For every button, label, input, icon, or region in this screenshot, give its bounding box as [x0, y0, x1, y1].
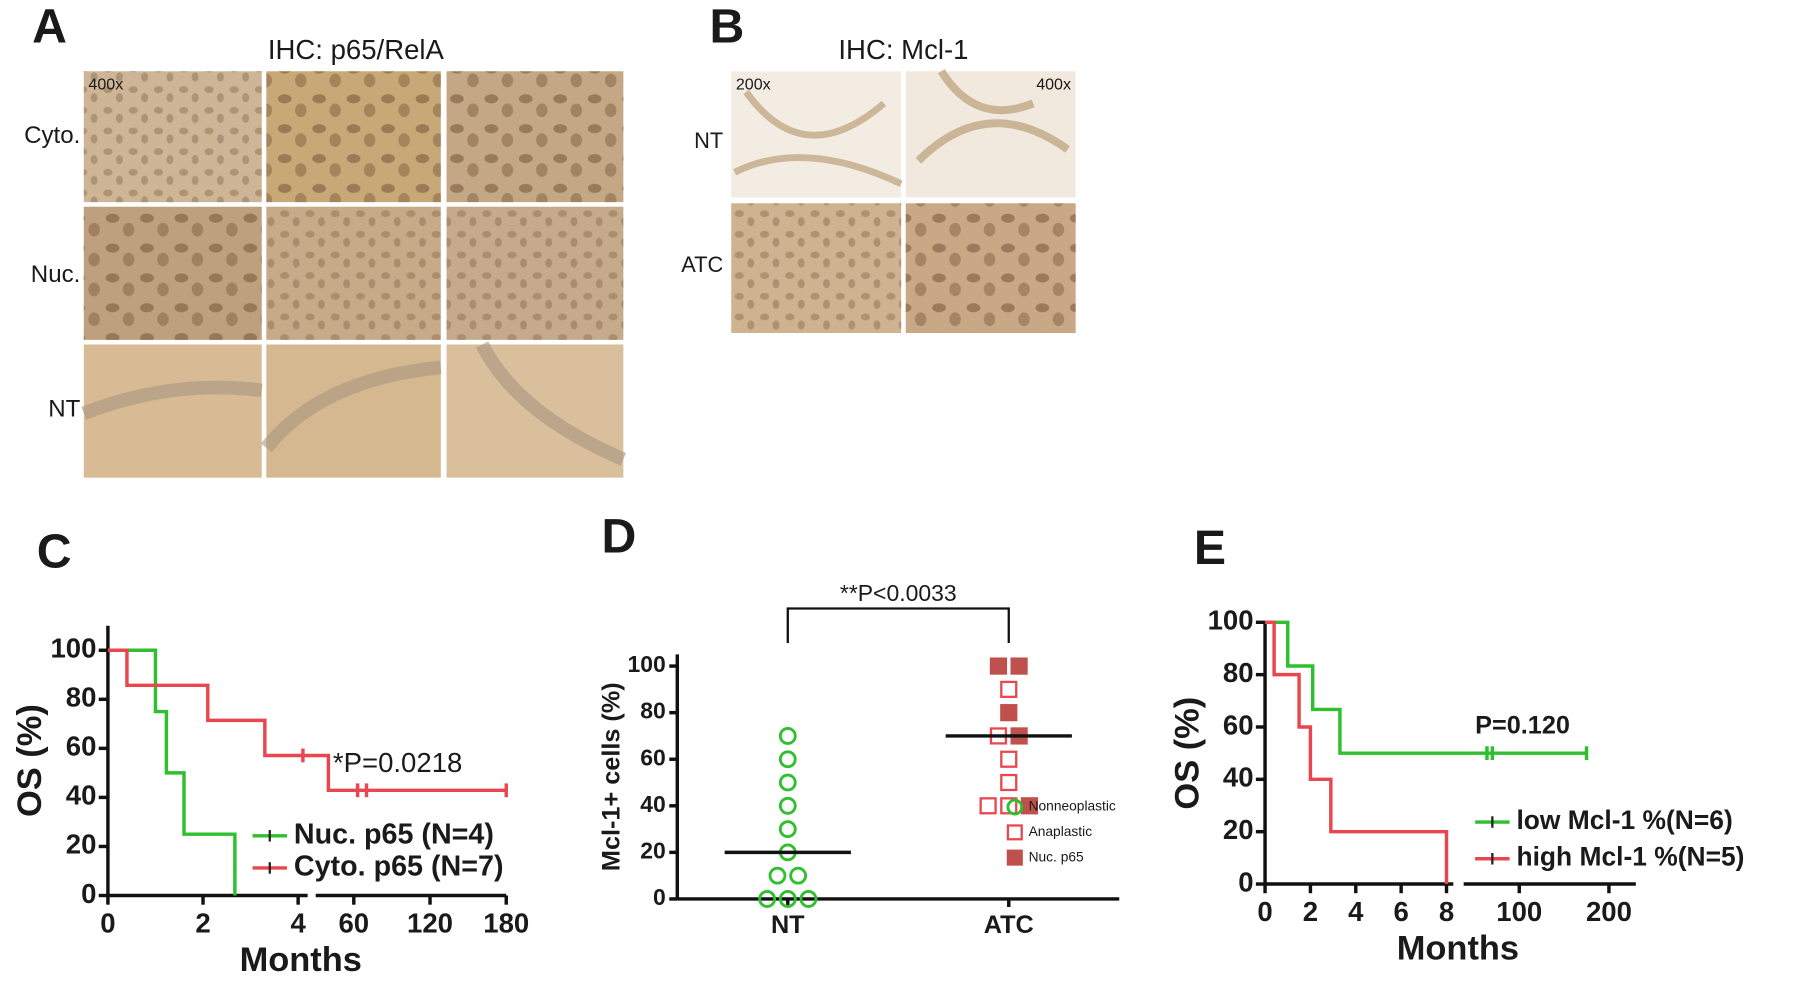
legend-marker [1006, 798, 1024, 816]
y-tick-label: 40 [1223, 762, 1254, 793]
legend-label: Cyto. p65 (N=7) [294, 851, 504, 883]
y-tick-label: 20 [1223, 814, 1254, 845]
y-tick-label: 100 [50, 633, 96, 664]
x-tick-label: 0 [100, 908, 115, 939]
y-axis-label: OS (%) [11, 704, 49, 817]
x-tick-label: 180 [483, 908, 529, 939]
row-label: Cyto. [24, 122, 80, 149]
data-point [989, 657, 1008, 675]
y-axis-label: OS (%) [1168, 697, 1206, 810]
legend-label: Anaplastic [1029, 824, 1093, 839]
data-point [979, 797, 997, 815]
data-point [1010, 657, 1028, 675]
y-tick-label: 40 [640, 791, 666, 817]
data-point [778, 820, 797, 838]
panel-label: D [602, 509, 637, 563]
x-tick-label: 2 [195, 908, 210, 939]
x-tick-label: 4 [290, 908, 306, 939]
legend-marker [1006, 849, 1023, 866]
magnification: 200x [736, 75, 771, 93]
y-tick-label: 0 [653, 884, 666, 910]
data-point [778, 796, 797, 815]
y-tick-label: 80 [1223, 657, 1254, 688]
row-label: NT [48, 395, 80, 422]
data-point [778, 727, 797, 745]
data-point [778, 750, 797, 769]
x-tick-label: 0 [1257, 896, 1272, 927]
data-point [778, 890, 797, 908]
y-tick-label: 100 [1208, 605, 1254, 636]
legend-label: Nuc. p65 (N=4) [294, 818, 494, 850]
legend-label: Nonneoplastic [1029, 799, 1116, 814]
y-axis-label: Mcl-1+ cells (%) [598, 682, 626, 871]
significance-bracket [786, 607, 1010, 643]
x-tick-label: 2 [1303, 896, 1318, 927]
panel-title: IHC: Mcl-1 [838, 34, 968, 65]
panel-label: B [709, 0, 744, 54]
data-point [799, 890, 818, 908]
y-tick-label: 0 [1238, 866, 1253, 897]
x-tick-label: 200 [1586, 896, 1632, 927]
y-tick-label: 20 [66, 829, 97, 860]
survival-curve [1265, 620, 1449, 885]
y-tick-label: 20 [640, 837, 666, 863]
annotation: *P=0.0218 [333, 747, 462, 778]
legend-label: Nuc. p65 [1029, 849, 1084, 864]
data-point [789, 866, 808, 885]
annotation: P=0.120 [1475, 711, 1570, 739]
ihc-grid-a [81, 71, 627, 478]
x-tick-label: 4 [1348, 896, 1364, 927]
magnification: 400x [1036, 75, 1071, 93]
legend-label: low Mcl-1 %(N=6) [1516, 805, 1732, 835]
x-tick-label: 60 [338, 908, 369, 939]
x-axis-label: Months [240, 941, 362, 979]
y-tick-label: 40 [66, 780, 97, 811]
panel-label: E [1194, 521, 1226, 575]
x-tick-label: 100 [1496, 896, 1542, 927]
row-label: NT [694, 128, 723, 153]
x-axis-label: Months [1397, 930, 1519, 968]
x-tick-label: 120 [407, 908, 453, 939]
data-point [768, 866, 787, 885]
y-tick-label: 0 [81, 878, 96, 909]
y-tick-label: 60 [640, 744, 666, 770]
y-tick-label: 80 [66, 682, 97, 713]
annotation: **P<0.0033 [840, 580, 957, 606]
panel-label: C [37, 524, 72, 578]
data-point [758, 890, 777, 908]
data-point [778, 773, 797, 792]
survival-curve [107, 648, 507, 793]
y-tick-label: 80 [640, 698, 666, 724]
data-point [1000, 704, 1018, 722]
x-tick-label: 8 [1439, 896, 1454, 927]
row-label: Nuc. [31, 261, 81, 288]
magnification: 400x [88, 75, 123, 93]
data-point [1000, 680, 1018, 698]
survival-curve [1265, 620, 1587, 755]
survival-curve [107, 648, 237, 896]
y-tick-label: 60 [1223, 709, 1254, 740]
data-point [1000, 773, 1018, 792]
y-tick-label: 100 [628, 651, 666, 677]
row-label: ATC [681, 252, 723, 277]
panel-label: A [32, 0, 67, 54]
legend-marker [1006, 824, 1023, 841]
x-tick-label: 6 [1393, 896, 1408, 927]
y-tick-label: 60 [66, 731, 97, 762]
legend-label: high Mcl-1 %(N=5) [1516, 842, 1744, 872]
panel-title: IHC: p65/RelA [268, 34, 445, 65]
x-tick-label: ATC [984, 911, 1034, 939]
x-tick-label: NT [771, 911, 805, 939]
ihc-grid-b [731, 69, 1076, 334]
data-point [1000, 750, 1018, 768]
